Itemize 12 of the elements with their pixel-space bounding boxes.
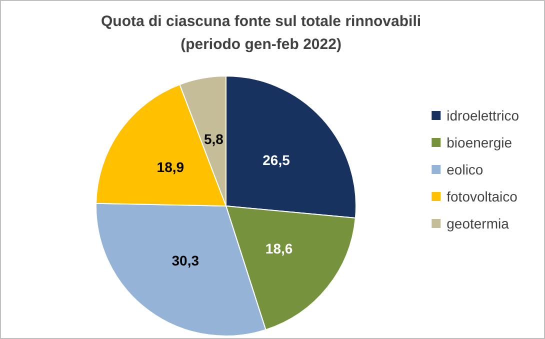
- chart-title: Quota di ciascuna fonte sul totale rinnovabili: [100, 13, 422, 30]
- data-label: 18,9: [156, 158, 184, 175]
- legend-label: fotovoltaico: [446, 188, 518, 204]
- legend-label: geotermia: [446, 216, 510, 232]
- data-label: 5,8: [204, 131, 224, 148]
- data-label: 30,3: [172, 252, 200, 269]
- legend-label: idroelettrico: [446, 108, 520, 124]
- data-label: 18,6: [265, 240, 293, 257]
- chart-subtitle: (periodo gen-feb 2022): [180, 36, 342, 53]
- data-label: 26,5: [262, 152, 290, 168]
- legend-label: eolico: [446, 162, 484, 178]
- legend-label: bioenergie: [446, 134, 512, 150]
